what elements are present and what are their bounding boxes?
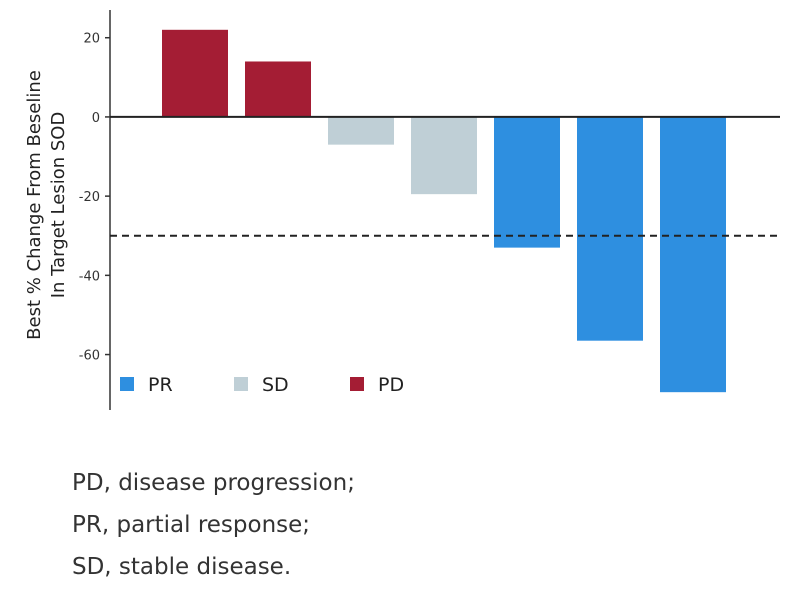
bars-group xyxy=(162,29,726,393)
bar-sd xyxy=(411,116,477,195)
bar-pd xyxy=(162,29,228,117)
bar-pd xyxy=(245,61,311,117)
y-axis-label: Best % Change From Beseline In Target Le… xyxy=(24,70,69,340)
footnotes: PD, disease progression; PR, partial res… xyxy=(72,462,355,588)
y-tick-label: -60 xyxy=(79,349,100,364)
y-axis-label-line2: In Target Lesion SOD xyxy=(48,112,69,299)
bar-pr xyxy=(660,116,726,393)
bar-pr xyxy=(494,116,560,248)
legend-swatch-sd xyxy=(234,377,248,391)
y-axis-ticks: 20 0 -20 -40 -60 xyxy=(79,32,110,364)
legend-label-pr: PR xyxy=(148,374,173,396)
waterfall-chart: Best % Change From Beseline In Target Le… xyxy=(24,10,780,410)
footnote-sd: SD, stable disease. xyxy=(72,554,292,580)
y-axis-label-line1: Best % Change From Beseline xyxy=(24,70,45,340)
legend-label-sd: SD xyxy=(262,374,289,396)
legend-label-pd: PD xyxy=(378,374,404,396)
bar-sd xyxy=(328,116,394,145)
legend-swatch-pr xyxy=(120,377,134,391)
y-tick-label: 0 xyxy=(92,111,100,126)
y-tick-label: 20 xyxy=(83,32,100,47)
footnote-pd: PD, disease progression; xyxy=(72,470,355,496)
y-tick-label: -40 xyxy=(79,269,100,284)
legend-swatch-pd xyxy=(350,377,364,391)
legend: PR SD PD xyxy=(120,374,404,396)
y-tick-label: -20 xyxy=(79,190,100,205)
bar-pr xyxy=(577,116,643,341)
footnote-pr: PR, partial response; xyxy=(72,512,311,538)
